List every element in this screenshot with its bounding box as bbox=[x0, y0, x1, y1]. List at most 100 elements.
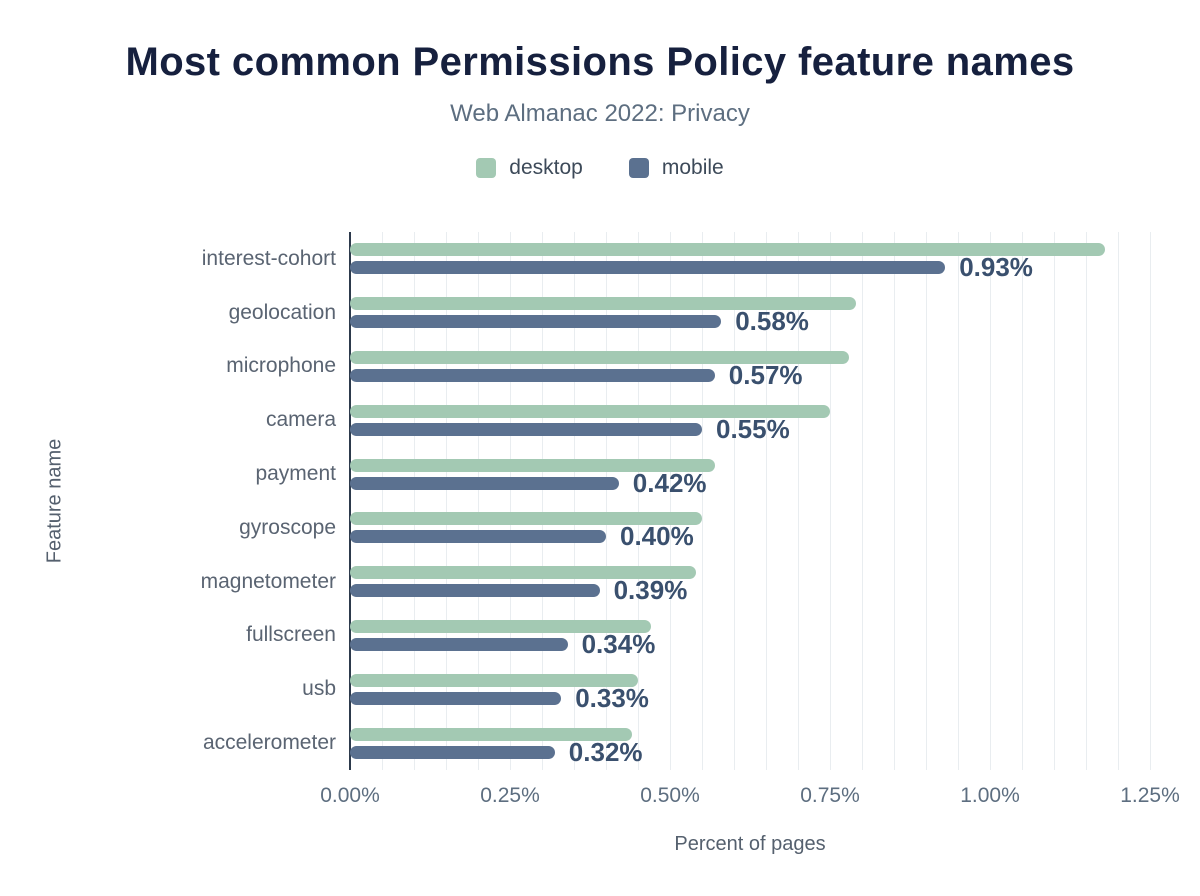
gridline bbox=[1022, 232, 1023, 770]
chart-row: payment 0.42% bbox=[0, 447, 1150, 501]
plot-area: interest-cohort 0.93% geolocation 0.58% micr… bbox=[0, 232, 1151, 770]
category-label: payment bbox=[255, 462, 336, 486]
gridline bbox=[1150, 232, 1151, 770]
gridline bbox=[446, 232, 447, 770]
mobile-bar-row: 0.40% bbox=[350, 521, 1150, 552]
chart-rows: interest-cohort 0.93% geolocation 0.58% micr… bbox=[0, 232, 1150, 770]
chart-row: geolocation 0.58% bbox=[0, 286, 1150, 340]
gridline bbox=[830, 232, 831, 770]
mobile-bar-row: 0.32% bbox=[350, 736, 1150, 767]
gridline bbox=[926, 232, 927, 770]
gridline bbox=[478, 232, 479, 770]
bar-mobile bbox=[350, 315, 722, 329]
chart-row: gyroscope 0.40% bbox=[0, 501, 1150, 555]
value-label: 0.40% bbox=[620, 521, 694, 552]
bar-mobile bbox=[350, 530, 606, 544]
category-label: magnetometer bbox=[200, 569, 336, 593]
gridline bbox=[798, 232, 799, 770]
chart-row: camera 0.55% bbox=[0, 393, 1150, 447]
legend-item-desktop[interactable]: desktop bbox=[476, 156, 583, 180]
value-label: 0.33% bbox=[575, 682, 649, 713]
category-label: camera bbox=[265, 408, 336, 432]
mobile-bar-row: 0.39% bbox=[350, 577, 1150, 603]
x-tick-label: 1.25% bbox=[1120, 784, 1180, 807]
category-label: interest-cohort bbox=[201, 246, 336, 270]
y-axis-title: Feature name bbox=[43, 438, 66, 564]
legend-item-mobile[interactable]: mobile bbox=[628, 156, 724, 180]
x-tick-label: 0.50% bbox=[640, 784, 700, 807]
category-label: gyroscope bbox=[239, 515, 336, 539]
gridline bbox=[958, 232, 959, 770]
value-label: 0.55% bbox=[716, 413, 790, 444]
gridline bbox=[1054, 232, 1055, 770]
x-tick-label: 0.25% bbox=[480, 784, 540, 807]
page-title: Most common Permissions Policy feature n… bbox=[125, 40, 1075, 84]
bar-group: 0.39% bbox=[350, 566, 1150, 603]
gridline bbox=[862, 232, 863, 770]
bar-group: 0.57% bbox=[350, 350, 1150, 390]
gridline bbox=[990, 232, 991, 770]
chart-row: usb 0.33% bbox=[0, 662, 1150, 716]
bar-desktop bbox=[350, 297, 856, 311]
bar-mobile bbox=[350, 637, 568, 651]
bar-mobile bbox=[350, 691, 562, 705]
mobile-bar-row: 0.93% bbox=[350, 252, 1150, 283]
mobile-bar-row: 0.34% bbox=[350, 631, 1150, 657]
category-label: geolocation bbox=[228, 300, 336, 324]
gridline bbox=[1086, 232, 1087, 770]
gridline bbox=[702, 232, 703, 770]
bar-desktop bbox=[350, 727, 632, 741]
gridline bbox=[1118, 232, 1119, 770]
gridline bbox=[734, 232, 735, 770]
chart-row: interest-cohort 0.93% bbox=[0, 232, 1150, 286]
mobile-bar-row: 0.58% bbox=[350, 306, 1150, 337]
category-label: accelerometer bbox=[202, 731, 336, 755]
bar-mobile bbox=[350, 368, 715, 382]
gridline bbox=[542, 232, 543, 770]
legend-swatch-desktop-icon bbox=[476, 158, 497, 178]
bar-mobile bbox=[350, 584, 600, 598]
bar-desktop bbox=[350, 673, 638, 687]
chart-row: accelerometer 0.32% bbox=[0, 716, 1150, 770]
bar-group: 0.42% bbox=[350, 458, 1150, 496]
legend-label-desktop: desktop bbox=[509, 156, 583, 179]
value-label: 0.32% bbox=[568, 736, 643, 767]
bar-group: 0.34% bbox=[350, 619, 1150, 657]
category-label: usb bbox=[302, 677, 336, 701]
bar-desktop bbox=[350, 566, 696, 580]
mobile-bar-row: 0.57% bbox=[350, 359, 1150, 390]
value-label: 0.93% bbox=[959, 252, 1033, 283]
bar-mobile bbox=[350, 476, 619, 490]
bar-desktop bbox=[350, 458, 715, 472]
bar-desktop bbox=[350, 243, 1106, 257]
gridline bbox=[606, 232, 607, 770]
bar-mobile bbox=[350, 422, 702, 436]
bar-desktop bbox=[350, 619, 651, 633]
bar-group: 0.40% bbox=[350, 512, 1150, 552]
bar-desktop bbox=[350, 404, 830, 418]
x-axis-title: Percent of pages bbox=[674, 833, 826, 855]
x-tick-label: 1.00% bbox=[960, 784, 1020, 807]
mobile-bar-row: 0.55% bbox=[350, 413, 1150, 444]
mobile-bar-row: 0.42% bbox=[350, 470, 1150, 496]
bar-group: 0.58% bbox=[350, 297, 1150, 337]
bar-group: 0.33% bbox=[350, 673, 1150, 713]
gridline bbox=[510, 232, 511, 770]
gridline bbox=[766, 232, 767, 770]
gridline bbox=[638, 232, 639, 770]
value-label: 0.57% bbox=[728, 359, 803, 390]
bar-desktop bbox=[350, 512, 702, 526]
x-tick-label: 0.00% bbox=[320, 784, 380, 807]
chart-row: magnetometer 0.39% bbox=[0, 555, 1150, 609]
gridline bbox=[382, 232, 383, 770]
bar-mobile bbox=[350, 745, 555, 759]
gridlines bbox=[350, 232, 1151, 770]
legend-swatch-mobile-icon bbox=[628, 158, 649, 178]
value-label: 0.58% bbox=[735, 306, 809, 337]
gridline bbox=[894, 232, 895, 770]
mobile-bar-row: 0.33% bbox=[350, 682, 1150, 713]
category-label: microphone bbox=[226, 354, 336, 378]
gridline bbox=[414, 232, 415, 770]
gridline bbox=[670, 232, 671, 770]
bar-desktop bbox=[350, 350, 850, 364]
